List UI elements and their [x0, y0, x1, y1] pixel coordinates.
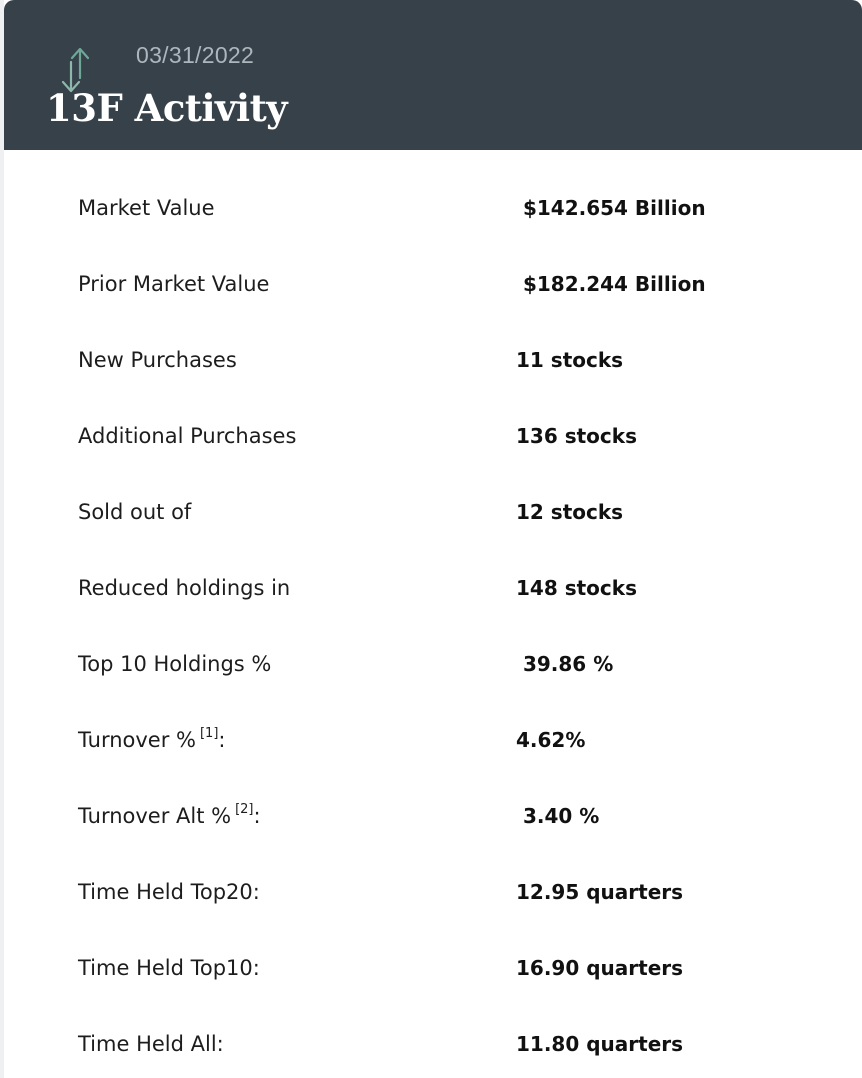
- row-value: $142.654 Billion: [516, 196, 706, 220]
- row-value: 136 stocks: [516, 424, 637, 448]
- row-label: Additional Purchases: [78, 424, 297, 448]
- row-value: 3.40 %: [516, 804, 600, 828]
- report-date: 03/31/2022: [136, 42, 255, 68]
- row-value: 11.80 quarters: [516, 1032, 684, 1056]
- row-value: 11 stocks: [516, 348, 624, 372]
- row-label-suffix: :: [218, 728, 226, 752]
- row-additional-purchases: Additional Purchases 136 stocks: [0, 400, 862, 476]
- card-title: 13F Activity: [46, 86, 288, 130]
- row-label: Market Value: [78, 196, 215, 220]
- row-label-suffix: :: [253, 804, 261, 828]
- row-value: 12 stocks: [516, 500, 624, 524]
- row-label: Top 10 Holdings %: [78, 652, 272, 676]
- row-reduced-holdings: Reduced holdings in 148 stocks: [0, 552, 862, 628]
- row-label: Prior Market Value: [78, 272, 270, 296]
- row-label: Sold out of: [78, 500, 192, 524]
- row-turnover-alt: Turnover Alt % [2]: 3.40 %: [0, 780, 862, 856]
- footnote-link[interactable]: [1]: [199, 726, 219, 741]
- row-label: Time Held Top10:: [78, 956, 260, 980]
- row-value: 39.86 %: [516, 652, 614, 676]
- row-label: Turnover Alt % [2]:: [78, 802, 261, 828]
- row-value: 12.95 quarters: [516, 880, 684, 904]
- card-header: 03/31/2022 13F Activity: [4, 0, 862, 150]
- row-turnover: Turnover % [1]: 4.62%: [0, 704, 862, 780]
- left-rail: [0, 0, 4, 1078]
- row-value: 16.90 quarters: [516, 956, 684, 980]
- footnote-link[interactable]: [2]: [235, 802, 254, 817]
- row-value: 4.62%: [516, 728, 586, 752]
- row-prior-market-value: Prior Market Value $182.244 Billion: [0, 248, 862, 324]
- row-label: New Purchases: [78, 348, 237, 372]
- row-label: Turnover % [1]:: [78, 726, 226, 752]
- activity-list: Market Value $142.654 Billion Prior Mark…: [0, 172, 862, 1078]
- row-top10-holdings: Top 10 Holdings % 39.86 %: [0, 628, 862, 704]
- row-time-held-all: Time Held All: 11.80 quarters: [0, 1008, 862, 1078]
- row-label: Reduced holdings in: [78, 576, 291, 600]
- row-time-held-top20: Time Held Top20: 12.95 quarters: [0, 856, 862, 932]
- row-label: Time Held Top20:: [78, 880, 260, 904]
- row-new-purchases: New Purchases 11 stocks: [0, 324, 862, 400]
- row-value: 148 stocks: [516, 576, 637, 600]
- row-label-text: Turnover Alt %: [78, 804, 232, 828]
- row-label-text: Turnover %: [78, 728, 196, 752]
- row-value: $182.244 Billion: [516, 272, 706, 296]
- row-label: Time Held All:: [78, 1032, 224, 1056]
- row-sold-out-of: Sold out of 12 stocks: [0, 476, 862, 552]
- row-market-value: Market Value $142.654 Billion: [0, 172, 862, 248]
- up-down-arrows-icon: [61, 47, 90, 93]
- row-time-held-top10: Time Held Top10: 16.90 quarters: [0, 932, 862, 1008]
